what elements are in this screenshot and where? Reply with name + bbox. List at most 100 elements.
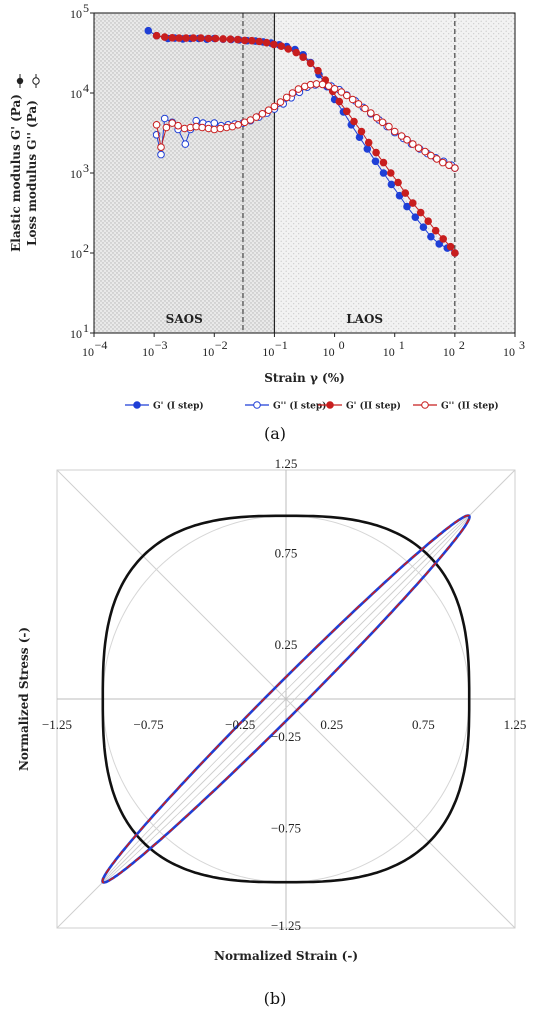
data-point-g-i-step (371, 157, 380, 166)
data-point-g-ii-step (427, 151, 435, 160)
data-point-g-ii-step (258, 110, 267, 118)
data-point-g-ii-step (451, 164, 459, 172)
data-point-g-ii-step (262, 38, 271, 47)
laos-label: LAOS (346, 312, 383, 326)
x-tick-label-b: −0.75 (134, 717, 164, 732)
data-point-g-ii-step (385, 122, 393, 131)
x-axis-label: Strain γ (%) (264, 371, 345, 385)
y-axis-label-b: Normalized Stress (-) (17, 627, 31, 771)
modulus-series (144, 26, 459, 257)
data-point-g-ii-step (276, 98, 285, 106)
data-point-g-ii-step (357, 127, 366, 136)
data-point-g-i-step (181, 140, 190, 148)
y-tick-label-b: −0.75 (271, 820, 301, 835)
data-point-g-ii-step (174, 121, 182, 130)
data-point-g-i-step (363, 145, 372, 153)
data-point-g-ii-step (439, 158, 447, 167)
data-point-g-ii-step (246, 116, 255, 124)
data-point-g-ii-step (409, 199, 417, 207)
x-tick-label: 10 (142, 345, 154, 359)
legend-marker (253, 401, 261, 409)
data-point-g-ii-step (284, 45, 293, 53)
x-tick-label-b: −1.25 (42, 717, 72, 732)
x-tick-exponent: −2 (215, 338, 228, 352)
x-axis-ticks: 10 −4 10 −3 10 −2 10 −1 10 0 10 1 10 2 10 3 (82, 333, 525, 359)
data-point-g-i-step (157, 150, 165, 159)
data-point-g-ii-step (168, 34, 176, 42)
saos-region-background (94, 13, 275, 333)
y-tick-label-b: −0.25 (271, 729, 301, 744)
y-tick-label: 10 (70, 167, 82, 181)
x-tick-exponent: 1 (399, 338, 405, 352)
data-point-g-ii-step (282, 93, 291, 102)
data-point-g-i-step (419, 223, 428, 231)
y-tick-label-b: −1.25 (271, 918, 301, 933)
caption-b: (b) (264, 989, 287, 1008)
x-axis-ticks-b: −1.25 −0.75 −0.25 0.25 0.75 1.25 (42, 717, 526, 732)
data-point-g-ii-step (378, 118, 387, 127)
data-point-g-ii-step (433, 155, 441, 163)
data-point-g-ii-step (211, 34, 220, 43)
data-point-g-ii-step (162, 123, 171, 132)
legend-label: G'' (II step) (441, 401, 499, 412)
data-point-g-ii-step (234, 121, 242, 129)
data-point-g-i-step (387, 180, 396, 189)
x-tick-exponent: 0 (339, 338, 345, 352)
data-point-g-i-step (144, 26, 153, 35)
data-point-g-ii-step (350, 117, 358, 126)
y-tick-label: 10 (70, 327, 82, 341)
panel-b-chart: −1.25 −0.75 −0.25 0.25 0.75 1.25 1.25 0.75 0.25… (17, 456, 526, 963)
data-point-g-ii-step (299, 53, 307, 62)
data-point-g-ii-step (175, 34, 183, 42)
y-axis-legend-markers (16, 74, 40, 88)
data-point-g-ii-step (277, 42, 286, 51)
data-point-g-ii-step (364, 138, 373, 147)
x-tick-exponent: 2 (459, 338, 465, 352)
data-point-g-ii-step (306, 59, 315, 68)
data-point-g-ii-step (152, 121, 161, 129)
data-point-g-ii-step (445, 161, 453, 169)
data-point-g-ii-step (292, 48, 301, 57)
saos-label: SAOS (166, 312, 203, 326)
data-point-g-i-step (427, 232, 435, 241)
y-label-filled-marker (16, 77, 24, 85)
data-point-g-ii-step (157, 143, 165, 151)
legend-marker (421, 401, 429, 409)
data-point-g-ii-step (446, 242, 455, 251)
x-tick-exponent: −3 (155, 338, 168, 352)
data-point-g-i-step (435, 240, 444, 248)
data-point-g-ii-step (439, 235, 448, 243)
data-point-g-ii-step (210, 125, 219, 134)
data-point-g-ii-step (152, 31, 161, 40)
data-point-g-ii-step (337, 88, 346, 96)
data-point-g-ii-step (343, 107, 351, 116)
data-point-g-ii-step (367, 109, 375, 117)
y-tick-label: 10 (70, 7, 82, 21)
data-point-g-ii-step (248, 36, 256, 45)
data-point-g-i-step (160, 114, 169, 123)
x-tick-label: 10 (383, 345, 395, 359)
data-point-g-ii-step (226, 35, 235, 44)
data-point-g-ii-step (343, 91, 351, 100)
x-tick-label: 10 (323, 345, 335, 359)
y-tick-label: 10 (70, 87, 82, 101)
x-tick-exponent: −4 (95, 338, 108, 352)
data-point-g-ii-step (372, 114, 381, 122)
x-tick-label-b: 0.25 (320, 717, 343, 732)
x-tick-label-b: 0.75 (412, 717, 435, 732)
y-tick-label-b: 0.25 (275, 637, 298, 652)
data-point-g-ii-step (414, 144, 423, 152)
data-point-g-ii-step (198, 123, 206, 132)
data-point-g-i-step (379, 169, 388, 177)
data-point-g-ii-step (270, 40, 278, 49)
y-label-open-marker (32, 77, 40, 85)
y-tick-exponent: 3 (83, 161, 89, 175)
data-point-g-ii-step (264, 106, 273, 114)
data-point-g-ii-step (294, 85, 303, 93)
data-point-g-i-step (210, 119, 219, 127)
data-point-g-ii-step (372, 148, 380, 157)
data-point-g-ii-step (424, 217, 433, 225)
